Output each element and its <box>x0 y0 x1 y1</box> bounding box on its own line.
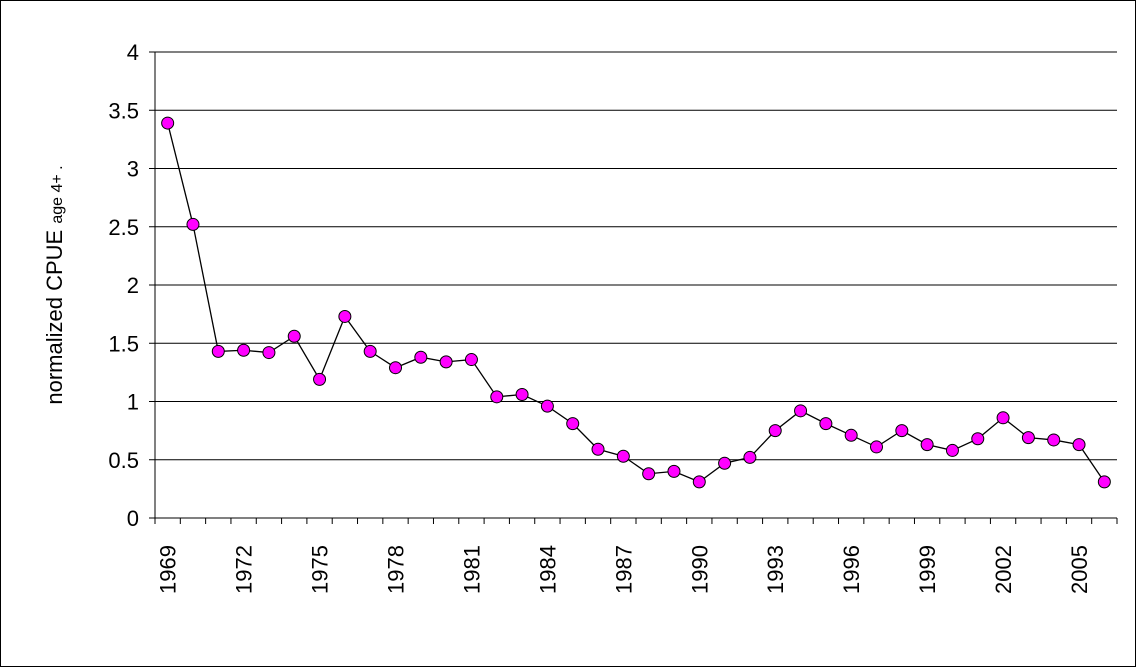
data-point <box>870 440 883 454</box>
x-tick-label: 1969 <box>156 545 181 594</box>
x-tick-label: 1984 <box>535 545 560 594</box>
data-point <box>414 350 428 364</box>
y-axis-label: normalized CPUE age 4+ . <box>42 165 67 404</box>
x-tick-label: 1999 <box>915 545 940 594</box>
data-point <box>895 424 909 438</box>
data-point <box>971 432 985 446</box>
data-point <box>363 344 377 358</box>
data-point <box>920 438 934 452</box>
y-tick-label: 0 <box>127 506 139 531</box>
y-tick-label: 1 <box>127 390 139 415</box>
data-point <box>540 399 554 413</box>
data-point <box>718 456 732 470</box>
x-tick-label: 1972 <box>232 545 257 594</box>
data-point <box>616 449 630 463</box>
y-tick-label: 0.5 <box>108 448 139 473</box>
x-tick-label: 1987 <box>611 545 636 594</box>
y-tick-label: 2 <box>127 273 139 298</box>
data-point <box>338 309 352 323</box>
x-tick-label: 1990 <box>687 545 712 594</box>
y-tick-label: 4 <box>127 40 139 65</box>
y-tick-label: 3.5 <box>108 98 139 123</box>
data-point <box>287 329 301 343</box>
x-tick-label: 1993 <box>763 545 788 594</box>
data-point <box>464 353 478 367</box>
data-point <box>161 116 175 130</box>
data-point <box>844 428 858 442</box>
data-point <box>1021 431 1035 445</box>
x-tick-label: 2005 <box>1067 545 1092 594</box>
y-tick-label: 3 <box>127 157 139 182</box>
y-axis-label-suffix: age 4+ . <box>49 165 66 223</box>
data-point <box>768 424 782 438</box>
data-point <box>262 346 276 360</box>
y-axis-label-main: normalized CPUE <box>42 230 67 405</box>
x-tick-label: 1996 <box>839 545 864 594</box>
data-point <box>566 417 580 431</box>
data-point <box>1097 475 1111 489</box>
data-point <box>1072 438 1086 452</box>
x-tick-label: 1981 <box>459 545 484 594</box>
data-point <box>237 343 251 357</box>
data-point <box>794 404 808 418</box>
data-point <box>819 417 833 431</box>
data-point <box>515 388 529 402</box>
data-point <box>1047 433 1061 447</box>
data-point <box>313 372 327 386</box>
x-tick-label: 1975 <box>308 545 333 594</box>
y-tick-label: 2.5 <box>108 215 139 240</box>
y-tick-label: 1.5 <box>108 331 139 356</box>
data-point <box>389 361 402 375</box>
x-tick-label: 1978 <box>384 545 409 594</box>
data-point <box>591 442 605 456</box>
data-point <box>186 217 200 231</box>
data-point <box>642 467 656 481</box>
data-point <box>945 443 959 457</box>
data-point <box>743 450 757 464</box>
x-tick-label: 2002 <box>991 545 1016 594</box>
data-point <box>490 390 504 404</box>
data-point <box>439 355 453 369</box>
data-point <box>211 344 225 358</box>
data-point <box>667 464 681 478</box>
data-point <box>692 475 706 489</box>
data-point <box>996 411 1010 425</box>
